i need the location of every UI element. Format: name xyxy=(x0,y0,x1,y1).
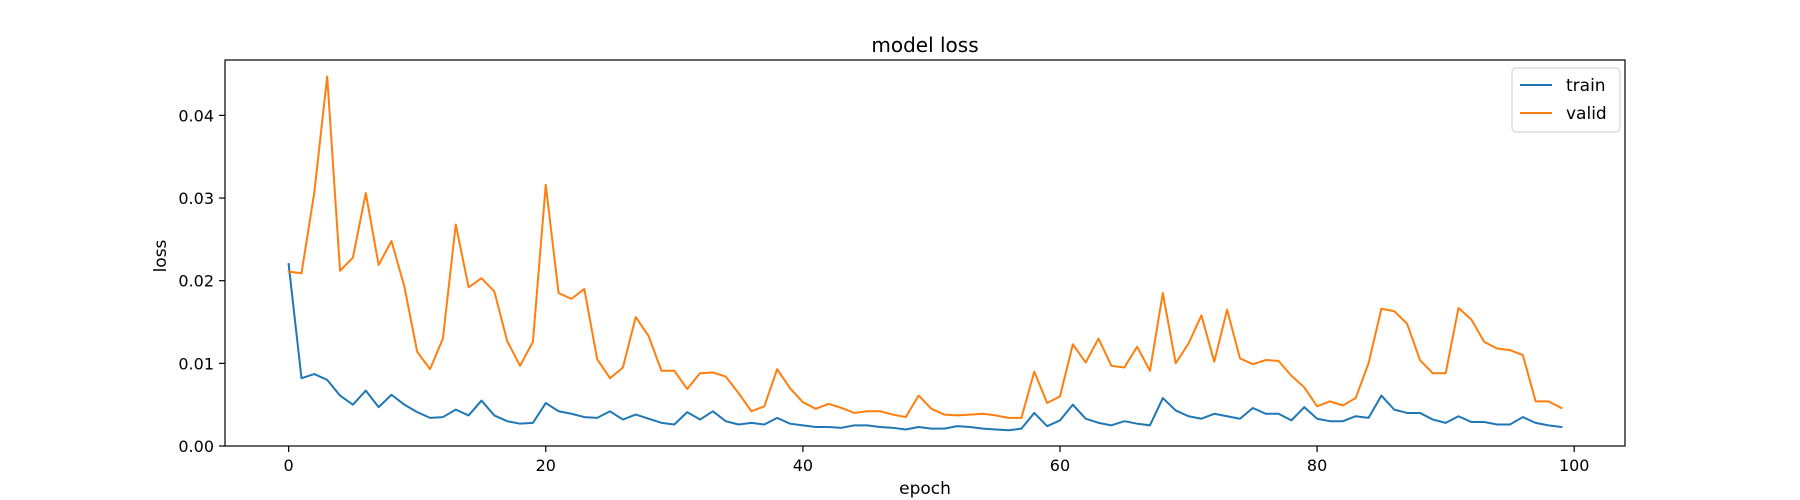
y-tick-label: 0.03 xyxy=(178,189,214,208)
y-tick-label: 0.01 xyxy=(178,354,214,373)
x-tick-label: 40 xyxy=(793,456,813,475)
x-tick-label: 100 xyxy=(1559,456,1590,475)
series-line-train xyxy=(287,263,1563,432)
y-tick-label: 0.02 xyxy=(178,272,214,291)
plot-area xyxy=(287,75,1563,432)
y-tick-label: 0.00 xyxy=(178,437,214,456)
x-tick-label: 60 xyxy=(1050,456,1070,475)
x-axis-label: epoch xyxy=(899,479,951,499)
x-tick-label: 80 xyxy=(1307,456,1327,475)
legend-label-train: train xyxy=(1566,76,1606,96)
axes: 0 20 40 60 80 100 0.00 0.01 0.02 0.03 0.04 xyxy=(178,59,1626,475)
x-tick-label: 20 xyxy=(536,456,556,475)
y-axis-label: loss xyxy=(151,239,171,272)
legend: train valid xyxy=(1511,67,1621,133)
axes-frame xyxy=(224,59,1626,447)
series-line-valid xyxy=(287,75,1563,419)
chart-title: model loss xyxy=(871,33,978,57)
legend-label-valid: valid xyxy=(1566,104,1607,124)
x-tick-label: 0 xyxy=(284,456,294,475)
y-tick-label: 0.04 xyxy=(178,106,214,125)
